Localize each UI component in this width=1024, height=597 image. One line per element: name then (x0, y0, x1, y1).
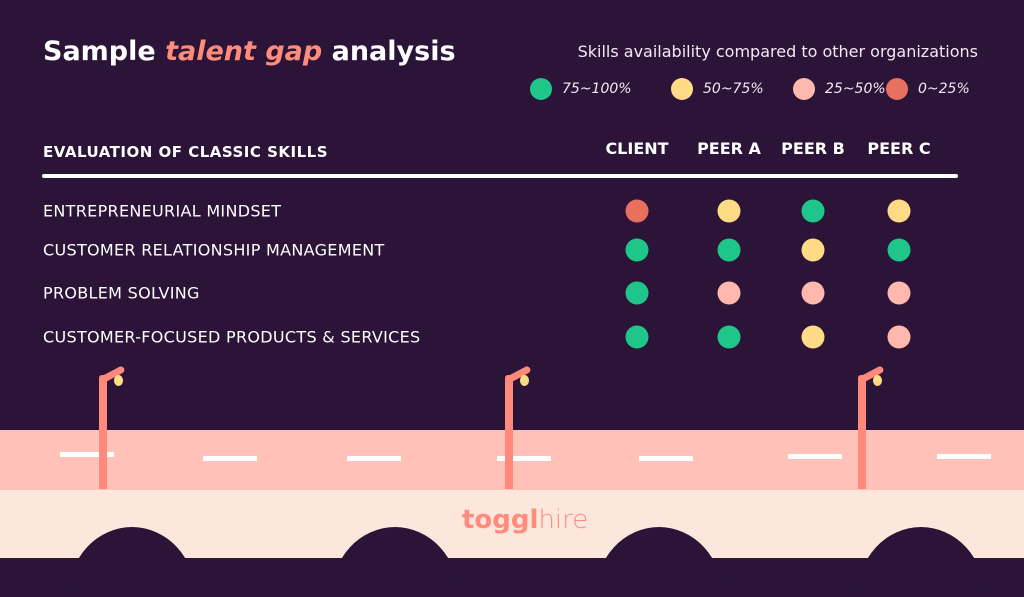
rating-dot (801, 325, 825, 349)
legend-label: 75~100% (562, 81, 632, 97)
legend-swatch (886, 78, 908, 100)
row-label: ENTREPRENEURIAL MINDSET (43, 201, 282, 221)
legend-swatch (671, 78, 693, 100)
rating-dot (887, 325, 911, 349)
lamp-bulb (873, 375, 882, 386)
road-dash (937, 454, 991, 459)
road-dash (347, 456, 401, 461)
lamp-bulb (520, 375, 529, 386)
lamp-bulb (114, 375, 123, 386)
legend-item: 50~75% (671, 78, 764, 100)
legend-label: 25~50% (825, 81, 886, 97)
rating-dot (717, 325, 741, 349)
rating-dot (717, 199, 741, 223)
rating-dot (887, 238, 911, 262)
rating-dot (887, 281, 911, 305)
road-dash (788, 454, 842, 459)
row-label: CUSTOMER RELATIONSHIP MANAGEMENT (43, 240, 385, 260)
legend-item: 0~25% (886, 78, 970, 100)
rating-dot (625, 281, 649, 305)
rating-dot (717, 238, 741, 262)
rating-dot (801, 238, 825, 262)
lamp-post (858, 375, 866, 489)
row-label: PROBLEM SOLVING (43, 283, 200, 303)
legend-title: Skills availability compared to other or… (577, 42, 978, 61)
rating-dot (625, 325, 649, 349)
rating-dot (625, 238, 649, 262)
column-header: PEER A (697, 139, 761, 158)
legend-swatch (793, 78, 815, 100)
header-divider (42, 174, 958, 178)
road-dash (497, 456, 551, 461)
lamp-post (505, 375, 513, 489)
column-header: PEER B (781, 139, 845, 158)
toggl-hire-logo: togglhire (462, 505, 589, 535)
legend-label: 0~25% (918, 81, 970, 97)
column-header: CLIENT (605, 139, 669, 158)
legend-label: 50~75% (703, 81, 764, 97)
legend-swatch (530, 78, 552, 100)
rating-dot (801, 199, 825, 223)
row-header: EVALUATION OF CLASSIC SKILLS (43, 143, 329, 161)
page-title: Sample talent gap analysis (43, 36, 456, 67)
legend-item: 25~50% (793, 78, 886, 100)
rating-dot (887, 199, 911, 223)
rating-dot (801, 281, 825, 305)
row-label: CUSTOMER-FOCUSED PRODUCTS & SERVICES (43, 327, 421, 347)
rating-dot (717, 281, 741, 305)
road-dash (203, 456, 257, 461)
column-header: PEER C (867, 139, 931, 158)
road-dash (60, 452, 114, 457)
road-dash (639, 456, 693, 461)
lamp-post (99, 375, 107, 489)
legend-item: 75~100% (530, 78, 632, 100)
rating-dot (625, 199, 649, 223)
